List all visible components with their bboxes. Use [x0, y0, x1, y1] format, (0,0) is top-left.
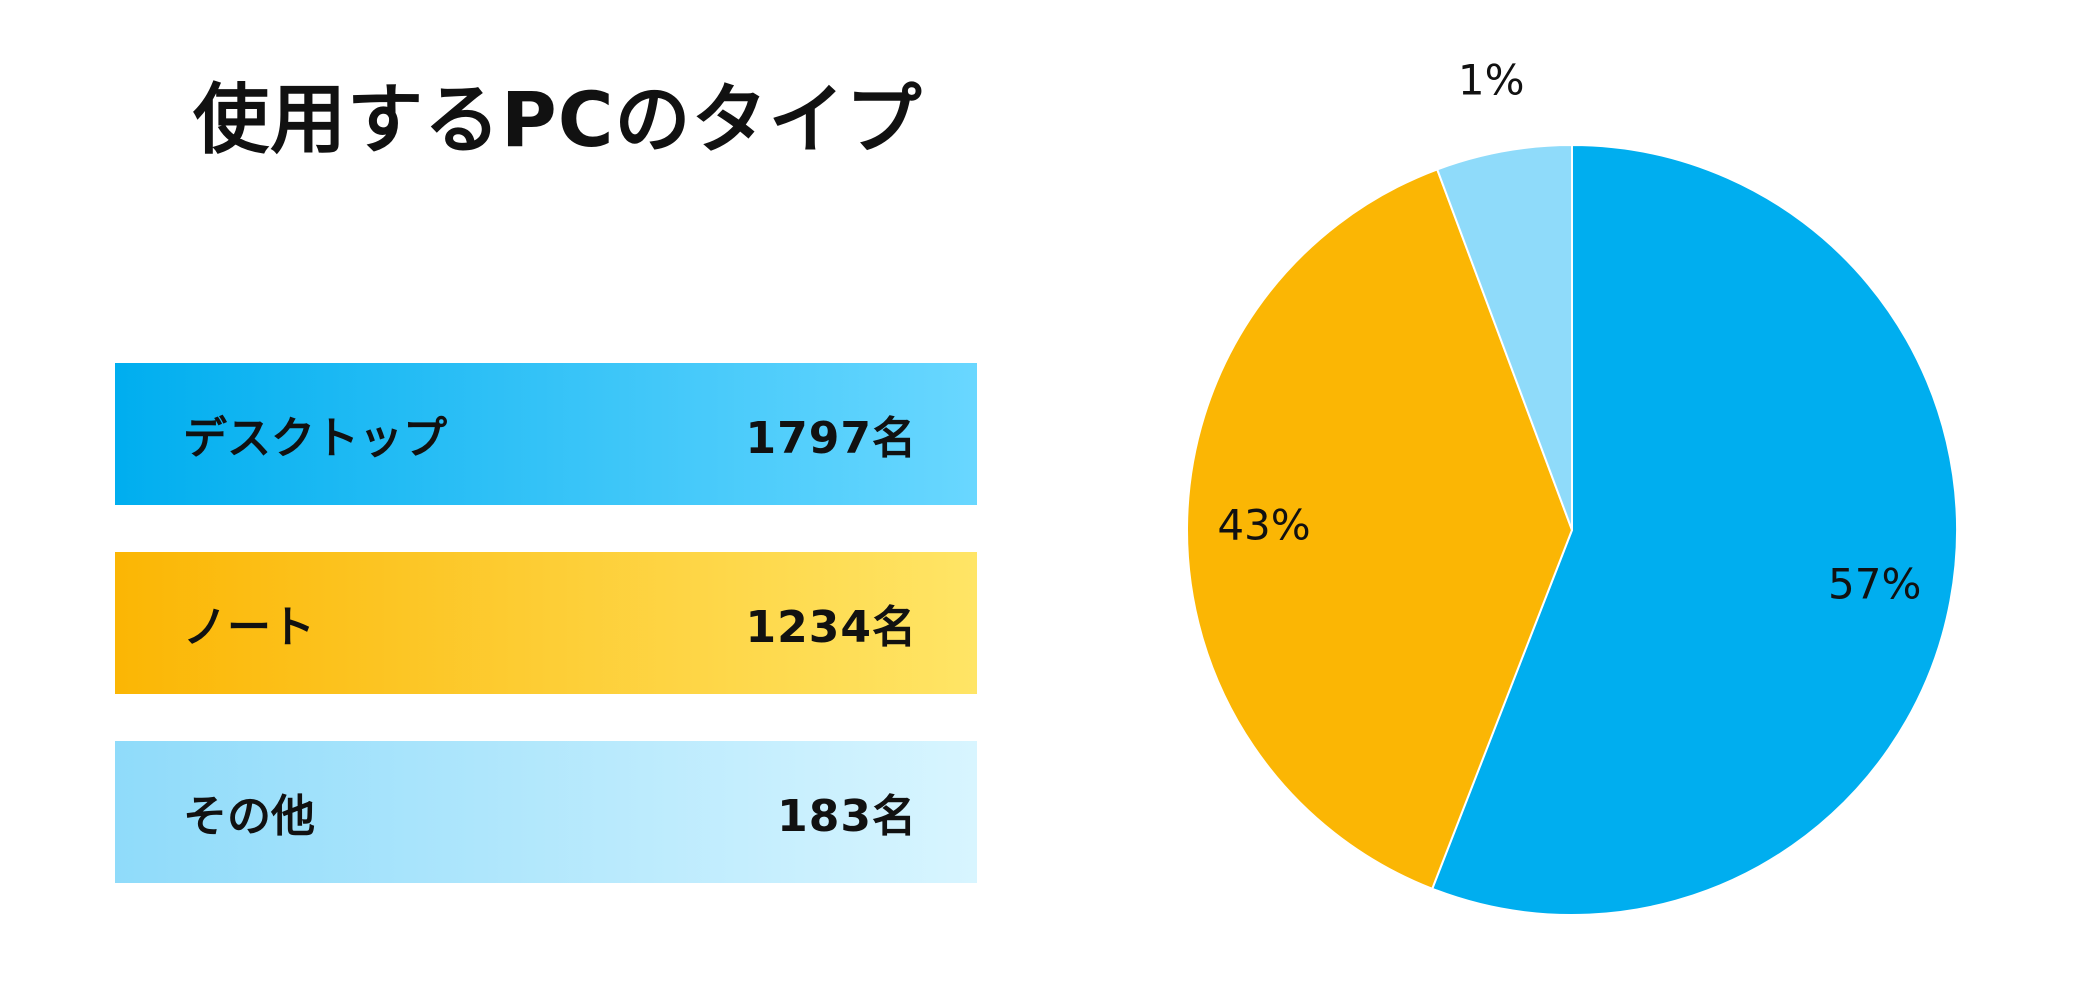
slice-desktop [1430, 143, 1958, 916]
slice-label-notebook: 43% [1217, 500, 1310, 549]
legend-label: ノート [183, 602, 315, 653]
slice-notebook [1186, 168, 1574, 891]
legend-count: 1797名 [745, 413, 917, 464]
slice-other [1435, 143, 1573, 531]
legend-item-other: その他 183名 [115, 741, 977, 883]
slice-label-other: 1% [1458, 55, 1525, 104]
legend-label: デスクトップ [183, 413, 447, 464]
legend: デスクトップ 1797名 ノート 1234名 その他 183名 [115, 363, 977, 883]
slice-label-desktop: 57% [1828, 559, 1921, 608]
legend-count: 1234名 [745, 602, 917, 653]
legend-label: その他 [183, 791, 315, 842]
pie-chart: 57% 43% 1% [1186, 55, 1958, 916]
legend-item-desktop: デスクトップ 1797名 [115, 363, 977, 505]
chart-title: 使用するPCのタイプ [193, 75, 923, 164]
legend-item-notebook: ノート 1234名 [115, 552, 977, 694]
legend-count: 183名 [777, 791, 917, 842]
